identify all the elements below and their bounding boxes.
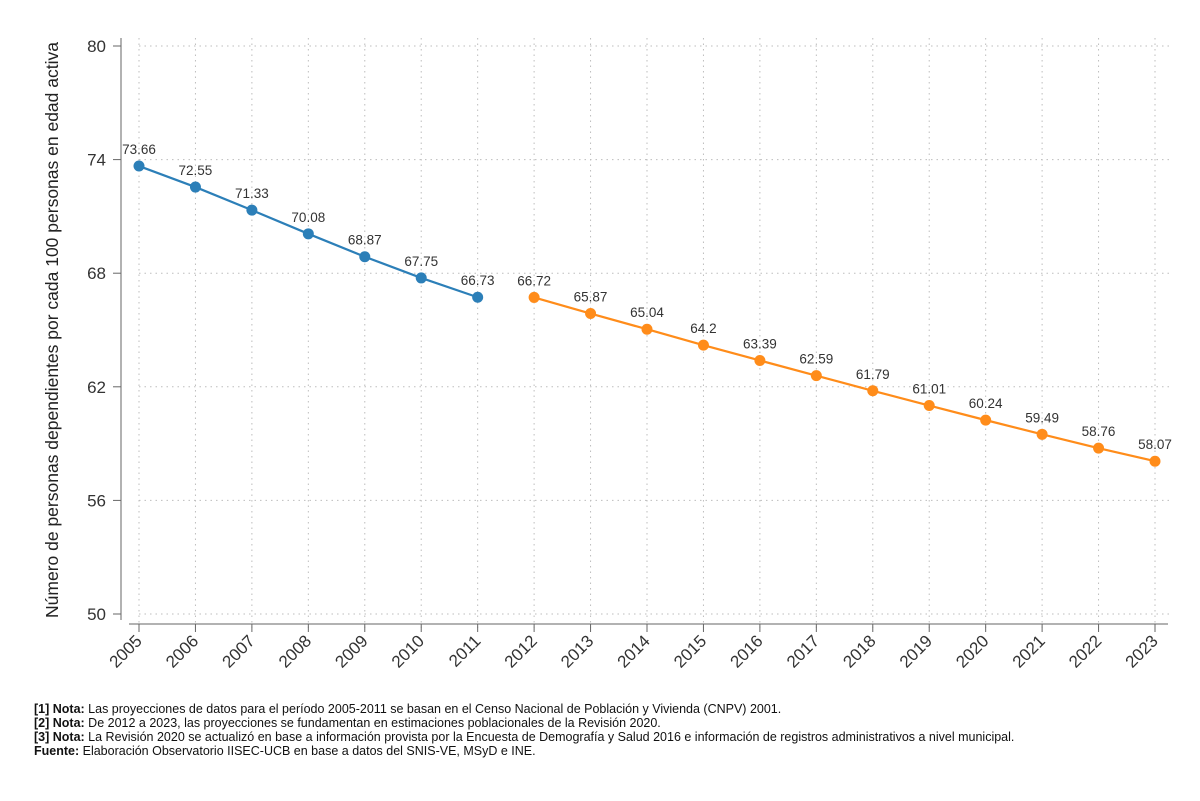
data-point[interactable] bbox=[246, 204, 258, 216]
note-1: [1] Nota: Las proyecciones de datos para… bbox=[34, 702, 1184, 716]
x-tick-label: 2015 bbox=[670, 631, 710, 671]
data-label: 62.59 bbox=[799, 352, 833, 367]
note-3-prefix: [3] Nota: bbox=[34, 730, 85, 744]
x-tick-label: 2014 bbox=[614, 631, 654, 671]
x-tick-label: 2017 bbox=[783, 631, 823, 671]
grid-lines bbox=[138, 38, 1172, 628]
x-tick-label: 2008 bbox=[275, 631, 315, 671]
note-1-text: Las proyecciones de datos para el períod… bbox=[84, 702, 782, 716]
data-label: 60.24 bbox=[969, 396, 1003, 411]
data-point[interactable] bbox=[359, 251, 371, 263]
data-label: 70.08 bbox=[291, 210, 325, 225]
data-label: 61.79 bbox=[856, 367, 890, 382]
data-label: 67.75 bbox=[404, 254, 438, 269]
data-label: 61.01 bbox=[912, 382, 946, 397]
note-2-prefix: [2] Nota: bbox=[34, 716, 85, 730]
data-point[interactable] bbox=[923, 400, 935, 412]
data-label: 58.76 bbox=[1082, 424, 1116, 439]
x-tick-label: 2013 bbox=[557, 631, 597, 671]
x-tick-label: 2018 bbox=[839, 631, 879, 671]
data-point[interactable] bbox=[641, 323, 653, 335]
y-tick-label: 74 bbox=[87, 151, 106, 170]
data-label: 59.49 bbox=[1025, 410, 1059, 425]
data-point[interactable] bbox=[189, 181, 201, 193]
x-tick-label: 2012 bbox=[501, 631, 541, 671]
note-1-prefix: [1] Nota: bbox=[34, 702, 85, 716]
x-tick-label: 2023 bbox=[1122, 631, 1162, 671]
data-point[interactable] bbox=[980, 414, 992, 426]
x-tick-label: 2020 bbox=[952, 631, 992, 671]
chart-notes: [1] Nota: Las proyecciones de datos para… bbox=[34, 702, 1184, 758]
x-tick-label: 2022 bbox=[1065, 631, 1105, 671]
source-prefix: Fuente: bbox=[34, 744, 80, 758]
data-label: 64.2 bbox=[690, 321, 716, 336]
y-tick-label: 80 bbox=[87, 37, 106, 56]
series-line-2 bbox=[533, 296, 1156, 463]
data-point[interactable] bbox=[415, 272, 427, 284]
x-tick-label: 2016 bbox=[727, 631, 767, 671]
y-tick-label: 50 bbox=[87, 605, 106, 624]
chart-series bbox=[133, 160, 1161, 467]
data-point[interactable] bbox=[472, 291, 484, 303]
x-tick-label: 2011 bbox=[445, 631, 484, 670]
data-label: 66.73 bbox=[461, 273, 495, 288]
data-label: 65.04 bbox=[630, 305, 664, 320]
x-tick-label: 2021 bbox=[1009, 631, 1049, 671]
data-label: 72.55 bbox=[179, 163, 213, 178]
data-label: 68.87 bbox=[348, 233, 382, 248]
data-point[interactable] bbox=[1093, 442, 1105, 454]
data-label: 65.87 bbox=[574, 290, 608, 305]
data-label: 71.33 bbox=[235, 186, 269, 201]
data-point[interactable] bbox=[810, 370, 822, 382]
note-3: [3] Nota: La Revisión 2020 se actualizó … bbox=[34, 730, 1184, 744]
x-tick-label: 2005 bbox=[106, 631, 146, 671]
data-point[interactable] bbox=[585, 308, 597, 320]
y-tick-label: 56 bbox=[87, 491, 106, 510]
data-labels: 73.66 72.55 71.33 70.08 68.87 67.75 66.73 66.72… bbox=[122, 142, 1172, 452]
note-3-text: La Revisión 2020 se actualizó en base a … bbox=[84, 730, 1015, 744]
data-label: 66.72 bbox=[517, 273, 551, 288]
line-chart: 50 56 62 68 74 80 2005 2006 2007 2008 2009 2010 2011… bbox=[42, 37, 1172, 672]
y-axis-label: Número de personas dependientes por cada… bbox=[42, 42, 62, 618]
y-tick-label: 68 bbox=[87, 264, 106, 283]
axes: 50 56 62 68 74 80 2005 2006 2007 2008 2009 2010 2011… bbox=[87, 37, 1168, 672]
note-2-text: De 2012 a 2023, las proyecciones se fund… bbox=[84, 716, 661, 730]
x-tick-label: 2006 bbox=[162, 631, 202, 671]
note-2: [2] Nota: De 2012 a 2023, las proyeccion… bbox=[34, 716, 1184, 730]
data-point[interactable] bbox=[867, 385, 879, 397]
source-text: Elaboración Observatorio IISEC-UCB en ba… bbox=[79, 744, 536, 758]
data-point[interactable] bbox=[302, 228, 314, 240]
data-point[interactable] bbox=[133, 160, 145, 172]
x-tick-label: 2007 bbox=[219, 631, 259, 671]
x-tick-label: 2019 bbox=[896, 631, 936, 671]
data-point[interactable] bbox=[754, 354, 766, 366]
x-tick-label: 2009 bbox=[331, 631, 371, 671]
y-tick-label: 62 bbox=[87, 378, 106, 397]
data-point[interactable] bbox=[1149, 455, 1161, 467]
data-label: 73.66 bbox=[122, 142, 156, 157]
data-point[interactable] bbox=[697, 339, 709, 351]
data-label: 58.07 bbox=[1138, 437, 1172, 452]
data-point[interactable] bbox=[1036, 428, 1048, 440]
data-point[interactable] bbox=[528, 291, 540, 303]
source-note: Fuente: Elaboración Observatorio IISEC-U… bbox=[34, 744, 1184, 758]
data-label: 63.39 bbox=[743, 336, 777, 351]
x-tick-label: 2010 bbox=[388, 631, 428, 671]
